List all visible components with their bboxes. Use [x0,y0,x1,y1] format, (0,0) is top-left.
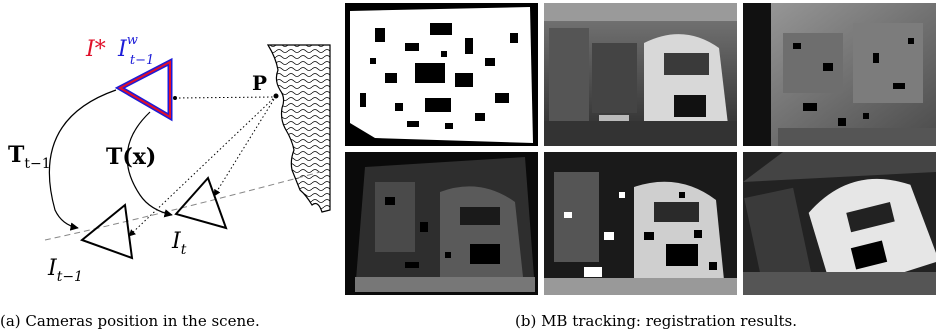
panel-binary-mask [345,3,538,146]
transform-x-arc [126,111,173,218]
ground-line [44,171,321,241]
label-ref-camera: I* [85,37,106,62]
scene-wall [266,44,331,213]
caption-a: (a) Cameras position in the scene. [0,312,260,330]
registration-results-grid [345,3,937,298]
panel-depth-map [743,3,936,146]
label-transform-x: T(x) [106,144,156,170]
transform-prev-arc [48,89,117,231]
warped-camera-triangle [117,60,171,119]
ref-camera-triangle [114,57,173,122]
camera-curr-triangle [174,176,228,230]
label-transform-prev: Tt−1 [8,142,51,172]
label-camera-prev: It−1 [47,256,83,285]
panel-warped-rotated [743,152,936,295]
camera-prev-triangle [79,203,134,260]
panel-warped-dark [345,152,538,295]
caption-b: (b) MB tracking: registration results. [515,312,798,330]
projection-line-ref [174,96,275,99]
label-camera-curr: It [171,229,187,258]
panel-grayscale-photo [544,3,737,146]
projection-point-ref [173,96,177,100]
projection-line-prev [128,95,277,237]
panel-warped-holes [544,152,737,295]
label-point-p: P [252,71,267,95]
camera-diagram: I* Iw t−1 P Tt−1 T(x) It−1 It [8,33,331,285]
label-warped-camera: Iw t−1 [117,33,154,68]
